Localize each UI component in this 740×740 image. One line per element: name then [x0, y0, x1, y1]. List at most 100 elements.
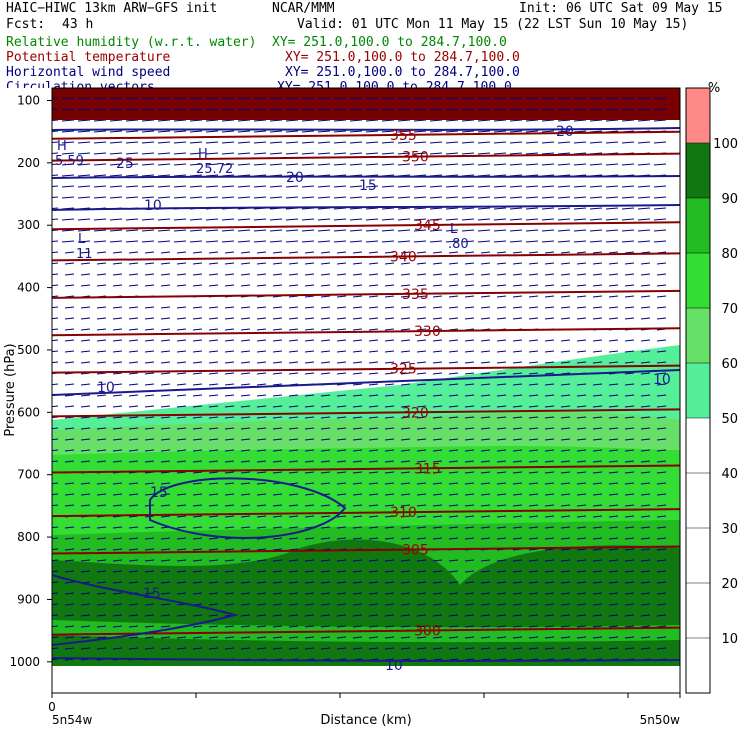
wind-vector-1117	[448, 405, 459, 408]
wind-vector-453	[429, 218, 443, 221]
wind-vector-687	[432, 284, 443, 287]
wind-vector-472	[109, 229, 123, 232]
wind-vector-422	[557, 207, 571, 210]
wind-vector-1040	[464, 383, 475, 386]
wind-vector-527	[365, 240, 379, 243]
wind-vector-262	[493, 163, 507, 166]
wind-vector-971	[608, 361, 619, 364]
wind-vector-273	[52, 174, 59, 177]
wind-vector-315	[93, 185, 107, 188]
wind-vector-1599	[52, 548, 59, 551]
wind-vector-1531	[208, 526, 219, 529]
wind-vector-777	[624, 306, 635, 309]
wind-vector-1772	[320, 592, 331, 595]
wind-vector-538	[541, 240, 555, 243]
wind-vector-885	[480, 339, 491, 342]
wind-vector-1710	[576, 570, 587, 573]
wind-vector-680	[320, 284, 331, 287]
wind-vector-1407	[96, 493, 107, 496]
wind-vector-994	[352, 372, 363, 375]
wind-vector-2	[77, 97, 91, 100]
wind-vector-263	[509, 163, 523, 166]
wind-vector-1544	[416, 526, 427, 529]
wind-vector-1523	[80, 526, 91, 529]
wind-vector-1163	[560, 416, 571, 419]
wind-vector-1253	[128, 449, 139, 452]
wind-vector-328	[301, 185, 315, 188]
wind-vector-727	[448, 295, 459, 298]
wind-vector-5	[125, 97, 139, 100]
wind-vector-737	[608, 295, 619, 298]
wind-vector-1501	[352, 515, 363, 518]
wind-vector-1462	[352, 504, 363, 507]
wind-vector-1133	[80, 416, 91, 419]
wind-vector-1970	[368, 647, 379, 650]
wind-vector-1495	[256, 515, 267, 518]
wind-vector-1776	[384, 592, 395, 595]
wind-vector-1605	[144, 548, 155, 551]
wind-vector-800	[368, 317, 379, 320]
wind-vector-1119	[480, 405, 491, 408]
field-circ-clip: Circulation vectors XY= 251.0,100.0 to 2…	[0, 78, 686, 88]
wind-vector-112	[589, 119, 603, 122]
wind-vector-1269	[384, 449, 395, 452]
wind-vector-1867	[592, 614, 603, 617]
wind-vector-1226	[320, 438, 331, 441]
wind-vector-1188	[336, 427, 347, 430]
wind-vector-246	[237, 163, 251, 166]
wind-vector-883	[448, 339, 459, 342]
wind-vector-1982	[560, 647, 571, 650]
wind-vector-1068	[288, 394, 299, 397]
wind-vector-525	[333, 240, 347, 243]
wind-vector-913	[304, 350, 315, 353]
wind-vector-806	[464, 317, 475, 320]
wind-vector-36	[621, 97, 635, 100]
wind-vector-1683	[144, 570, 155, 573]
wind-vector-1539	[336, 526, 347, 529]
wind-vector-1444	[64, 504, 75, 507]
wind-vector-741	[52, 306, 59, 309]
wind-vector-38	[653, 97, 667, 100]
wind-vector-99	[381, 119, 395, 122]
wind-vector-1914	[96, 636, 107, 639]
wind-vector-1716	[52, 581, 59, 584]
wind-vector-610	[448, 262, 459, 265]
wind-vector-1464	[384, 504, 395, 507]
wind-vector-1611	[240, 548, 251, 551]
wind-vector-675	[240, 284, 251, 287]
wind-vector-255	[381, 163, 395, 166]
wind-vector-1046	[560, 383, 571, 386]
wind-vector-1546	[448, 526, 459, 529]
wind-vector-1161	[528, 416, 539, 419]
wind-vector-254	[365, 163, 379, 166]
wind-vector-1043	[512, 383, 523, 386]
wind-vector-1273	[448, 449, 459, 452]
wind-vector-1807	[256, 603, 267, 606]
wind-vector-1248	[52, 449, 59, 452]
wind-vector-1875	[96, 625, 107, 628]
wind-vector-1431	[480, 493, 491, 496]
wind-vector-1550	[512, 526, 523, 529]
wind-vector-1761	[144, 592, 155, 595]
wind-vector-1634	[608, 548, 619, 551]
wind-vector-437	[173, 218, 187, 221]
wind-vector-1764	[192, 592, 203, 595]
wind-vector-1969	[352, 647, 363, 650]
wind-vector-92	[269, 119, 283, 122]
wind-vector-1732	[304, 581, 315, 584]
wind-vector-1494	[240, 515, 251, 518]
wind-vector-918	[384, 350, 395, 353]
wind-vector-375	[429, 196, 443, 199]
wind-vector-1857	[432, 614, 443, 617]
wind-contour-upper-a	[52, 127, 680, 131]
field-theta-xy: XY= 251.0,100.0 to 284.7,100.0	[285, 50, 520, 65]
wind-vector-1348	[400, 471, 411, 474]
wind-vector-279	[141, 174, 155, 177]
wind-vector-1095	[96, 405, 107, 408]
wind-vector-611	[464, 262, 475, 265]
wind-vector-1310	[416, 460, 427, 463]
wind-vector-282	[189, 174, 203, 177]
wind-vector-1343	[320, 471, 331, 474]
wind-vector-1922	[224, 636, 235, 639]
wind-vector-1425	[384, 493, 395, 496]
